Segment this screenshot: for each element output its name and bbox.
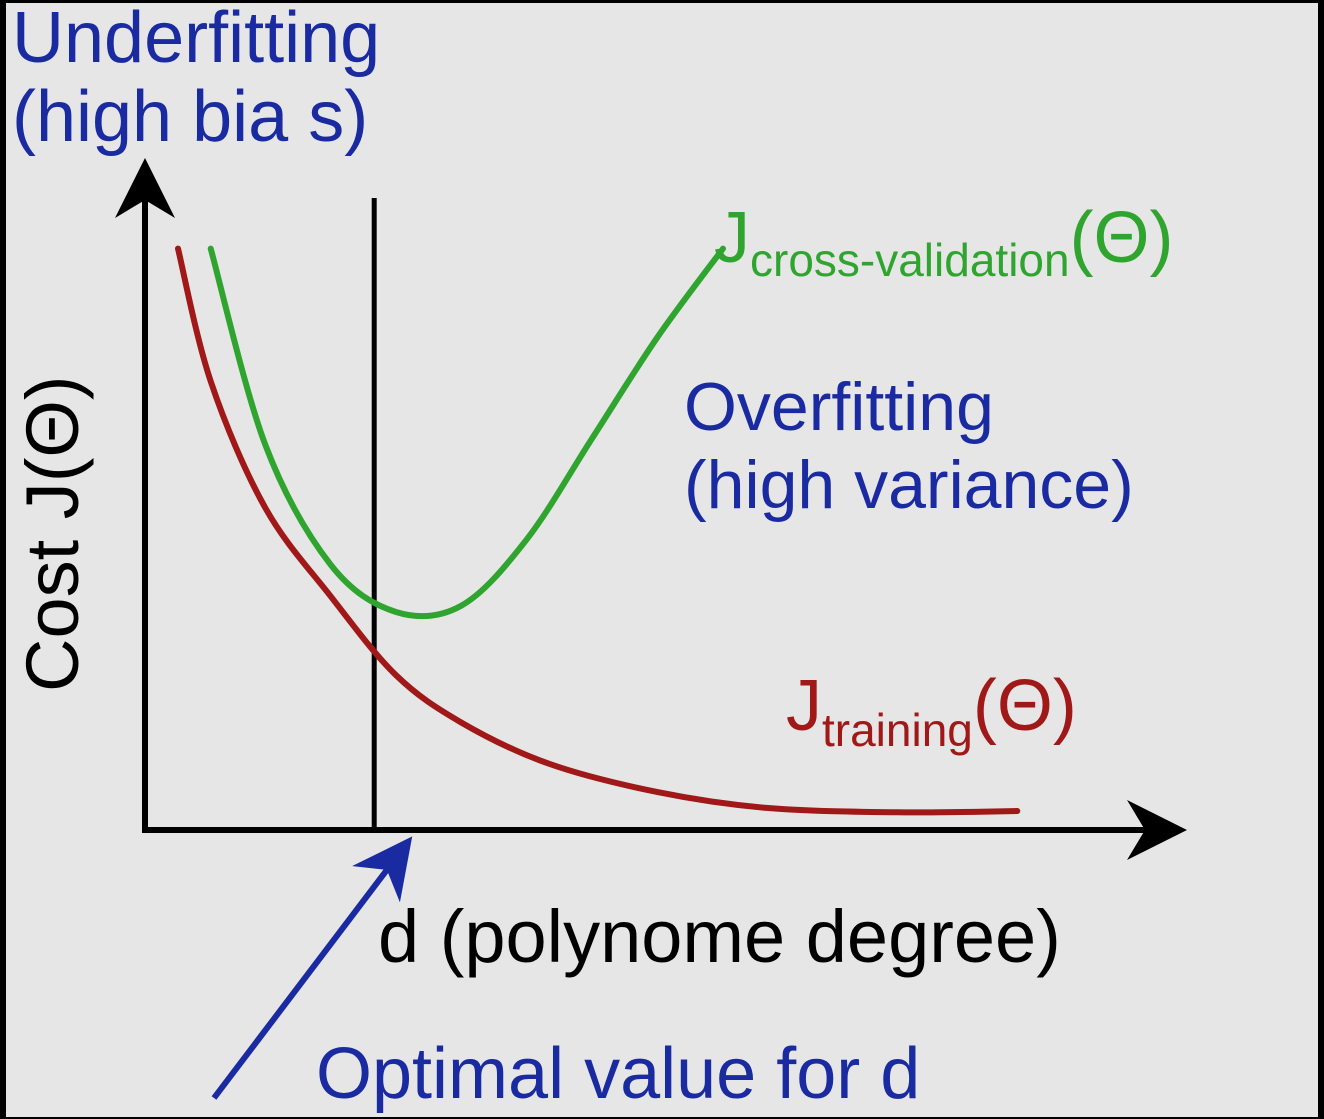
high-bias-label: (high bia s) xyxy=(12,77,368,157)
training-curve xyxy=(175,245,1021,816)
y-axis-label: Cost J(Θ) xyxy=(11,375,94,692)
cross-validation-curve-label: Jcross-validation(Θ) xyxy=(714,198,1174,286)
training-curve-label: Jtraining(Θ) xyxy=(786,666,1077,756)
optimal-value-label: Optimal value for d xyxy=(316,1034,920,1114)
underfitting-label: Underfitting xyxy=(12,0,380,78)
optimal-arrow xyxy=(211,836,413,1100)
panel-background xyxy=(6,3,1318,1117)
x-axis-label: d (polynome degree) xyxy=(378,895,1061,978)
high-variance-label: (high variance) xyxy=(684,447,1134,523)
cross-validation-curve xyxy=(207,245,726,620)
overfitting-label: Overfitting xyxy=(684,369,994,445)
